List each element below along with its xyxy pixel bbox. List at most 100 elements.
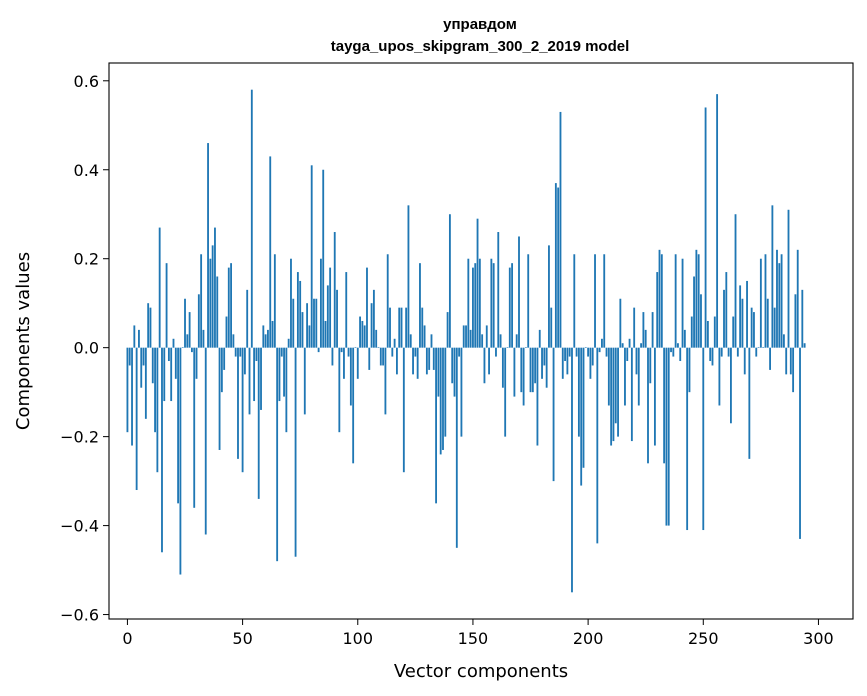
bar	[571, 347, 573, 593]
bar	[248, 347, 251, 415]
bar	[511, 263, 514, 348]
bar	[193, 347, 196, 508]
bar	[170, 347, 173, 402]
bar	[126, 347, 129, 433]
bar	[690, 316, 693, 348]
bar	[617, 347, 619, 437]
bar	[695, 249, 698, 348]
bar	[393, 338, 396, 348]
bar	[442, 347, 444, 450]
bar	[610, 347, 613, 446]
bar	[644, 329, 647, 348]
bar	[280, 347, 283, 357]
bar	[306, 303, 309, 348]
bar	[527, 254, 530, 348]
bar	[428, 347, 431, 370]
bar	[462, 325, 465, 348]
bar	[396, 347, 398, 375]
bar	[741, 298, 744, 348]
bar	[366, 267, 368, 348]
bar	[448, 214, 451, 348]
bar	[607, 347, 610, 406]
bar	[653, 347, 656, 446]
bar	[377, 347, 380, 348]
bar	[409, 334, 412, 348]
x-tick-label: 0	[122, 629, 132, 648]
bar	[299, 280, 302, 348]
bar	[780, 254, 783, 348]
bar	[589, 347, 592, 379]
bar	[709, 347, 712, 362]
bar	[640, 343, 643, 348]
bar	[467, 258, 470, 348]
bar	[264, 334, 267, 348]
bar	[460, 347, 463, 437]
bar	[582, 347, 585, 468]
bar	[416, 347, 419, 379]
bar	[133, 325, 136, 348]
bar	[485, 325, 488, 348]
bar	[308, 325, 311, 348]
bar	[195, 347, 198, 379]
bar	[232, 334, 235, 348]
bar	[660, 254, 663, 348]
bar	[419, 263, 421, 348]
bar	[343, 347, 345, 379]
bar	[725, 272, 728, 348]
bar	[577, 347, 580, 437]
bar	[340, 347, 343, 353]
bar	[508, 267, 511, 348]
bar	[739, 285, 742, 348]
y-tick-label: 0.2	[74, 250, 99, 269]
bar	[651, 312, 654, 348]
bar	[223, 347, 226, 370]
bar	[481, 334, 484, 348]
bar	[382, 347, 385, 366]
bar	[587, 347, 590, 357]
bar	[624, 347, 626, 406]
x-tick-label: 250	[688, 629, 719, 648]
bar	[704, 107, 707, 348]
bar	[225, 316, 228, 348]
bar	[257, 347, 260, 499]
bar	[764, 254, 767, 348]
bar	[290, 258, 292, 348]
bar	[294, 347, 297, 557]
bar	[230, 263, 232, 348]
bar	[165, 263, 168, 348]
bar	[497, 232, 500, 348]
bar	[398, 307, 401, 348]
bar	[693, 276, 695, 348]
bar	[545, 347, 548, 388]
bar	[267, 329, 269, 348]
bar	[200, 254, 203, 348]
bar	[541, 347, 543, 379]
bar	[628, 338, 631, 348]
bar	[161, 347, 163, 553]
bar	[322, 169, 325, 348]
bar	[543, 347, 546, 366]
bar	[773, 307, 776, 348]
bar	[453, 347, 456, 397]
bar	[326, 285, 329, 348]
bar	[329, 267, 332, 348]
x-tick-label: 150	[458, 629, 489, 648]
bar	[469, 329, 472, 348]
bar	[184, 298, 186, 348]
bar	[255, 347, 258, 362]
bar	[296, 272, 299, 348]
bar	[538, 329, 541, 348]
bar	[197, 294, 200, 348]
y-tick-label: −0.2	[60, 428, 99, 447]
bar	[209, 258, 212, 348]
bar	[186, 334, 189, 348]
bar	[759, 258, 762, 348]
bar	[167, 347, 170, 362]
bar	[142, 347, 145, 366]
bar	[637, 347, 640, 406]
bar	[138, 329, 140, 348]
chart-title: управдом	[443, 16, 517, 33]
bar	[499, 334, 502, 348]
bar	[626, 347, 629, 362]
bar	[391, 347, 394, 357]
